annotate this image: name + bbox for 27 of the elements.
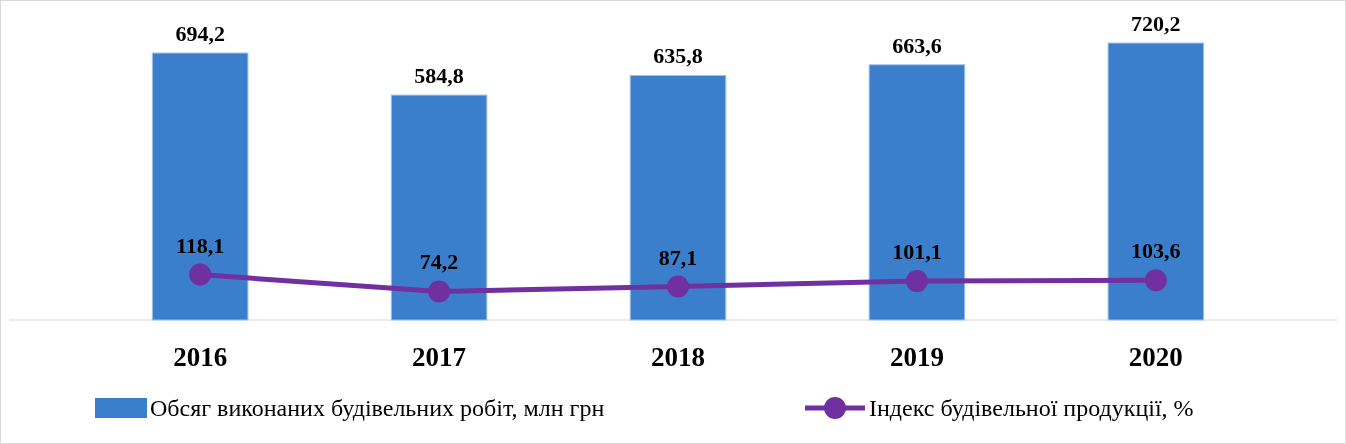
point — [189, 263, 212, 286]
legend-label: Обсяг виконаних будівельних робіт, млн грн — [150, 395, 605, 421]
point — [905, 270, 928, 293]
bar — [868, 64, 966, 321]
point — [1144, 269, 1167, 292]
data-label: 720,2 — [1131, 11, 1181, 36]
data-label: 663,6 — [892, 32, 942, 58]
x-tick-label: 2018 — [651, 342, 705, 372]
data-label: 101,1 — [892, 239, 942, 265]
data-label: 635,8 — [653, 43, 703, 69]
data-label: 118,1 — [175, 232, 225, 258]
data-label: 103,6 — [1131, 238, 1181, 264]
bar — [1107, 42, 1205, 321]
point — [428, 280, 451, 303]
x-tick-label: 2020 — [1128, 342, 1183, 372]
bar — [151, 52, 249, 321]
bar — [629, 74, 727, 321]
data-label: 74,2 — [419, 249, 459, 275]
x-tick-label: 2016 — [173, 342, 228, 372]
point — [667, 275, 689, 298]
legend-label: Індекс будівельної продукції, % — [869, 395, 1194, 421]
x-tick-label: 2019 — [889, 342, 944, 372]
data-label: 87,1 — [658, 244, 698, 270]
data-label: 694,2 — [175, 21, 225, 46]
data-label: 584,8 — [414, 63, 464, 89]
bar — [390, 94, 488, 321]
x-tick-label: 2017 — [412, 342, 467, 372]
